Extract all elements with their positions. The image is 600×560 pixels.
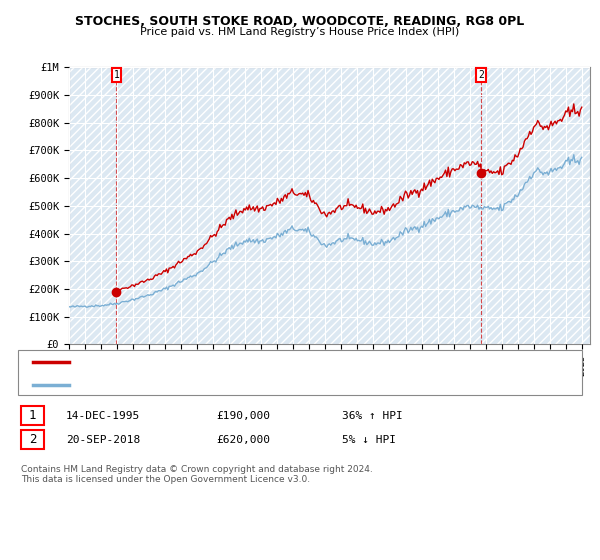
Text: 36% ↑ HPI: 36% ↑ HPI <box>342 410 403 421</box>
Text: £620,000: £620,000 <box>216 435 270 445</box>
Text: 1: 1 <box>29 409 36 422</box>
Text: 5% ↓ HPI: 5% ↓ HPI <box>342 435 396 445</box>
Text: HPI: Average price, detached house, South Oxfordshire: HPI: Average price, detached house, Sout… <box>75 380 362 390</box>
Text: STOCHES, SOUTH STOKE ROAD, WOODCOTE, READING, RG8 0PL: STOCHES, SOUTH STOKE ROAD, WOODCOTE, REA… <box>76 15 524 27</box>
Text: 2: 2 <box>29 433 36 446</box>
Text: 14-DEC-1995: 14-DEC-1995 <box>66 410 140 421</box>
Text: £190,000: £190,000 <box>216 410 270 421</box>
Text: STOCHES, SOUTH STOKE ROAD, WOODCOTE, READING, RG8 0PL (detached house): STOCHES, SOUTH STOKE ROAD, WOODCOTE, REA… <box>75 357 508 367</box>
Text: 2: 2 <box>478 70 484 80</box>
Text: Price paid vs. HM Land Registry’s House Price Index (HPI): Price paid vs. HM Land Registry’s House … <box>140 27 460 37</box>
Text: 20-SEP-2018: 20-SEP-2018 <box>66 435 140 445</box>
Text: 1: 1 <box>113 70 119 80</box>
Text: Contains HM Land Registry data © Crown copyright and database right 2024.
This d: Contains HM Land Registry data © Crown c… <box>21 465 373 484</box>
